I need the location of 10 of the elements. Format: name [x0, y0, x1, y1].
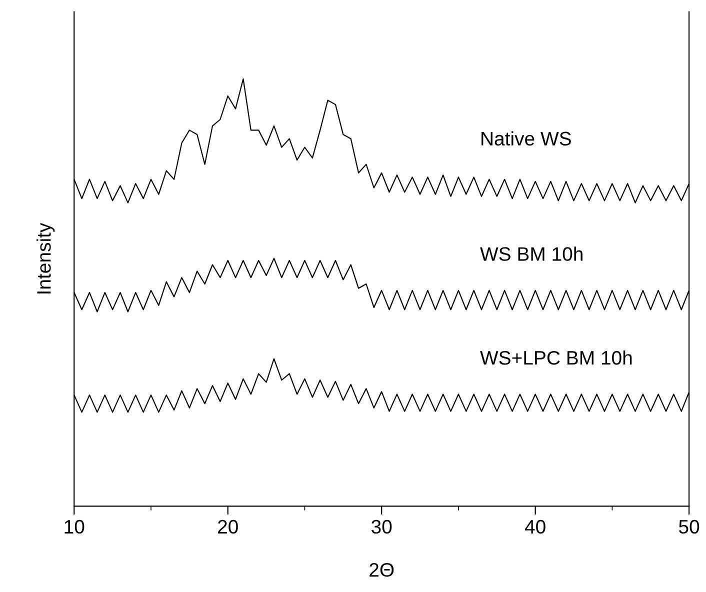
- x-tick-label: 30: [372, 520, 392, 534]
- x-tick-label: 20: [218, 520, 238, 534]
- y-axis-title: Intensity: [36, 222, 55, 294]
- x-axis-title: 2Θ: [370, 562, 394, 577]
- series-label: WS+LPC BM 10h: [480, 350, 632, 365]
- x-tick-label: 40: [524, 520, 546, 534]
- series-label: WS BM 10h: [480, 246, 582, 261]
- x-tick-label: 50: [679, 520, 700, 534]
- series-label: Native WS: [482, 131, 571, 146]
- x-tick-label: 10: [64, 520, 84, 534]
